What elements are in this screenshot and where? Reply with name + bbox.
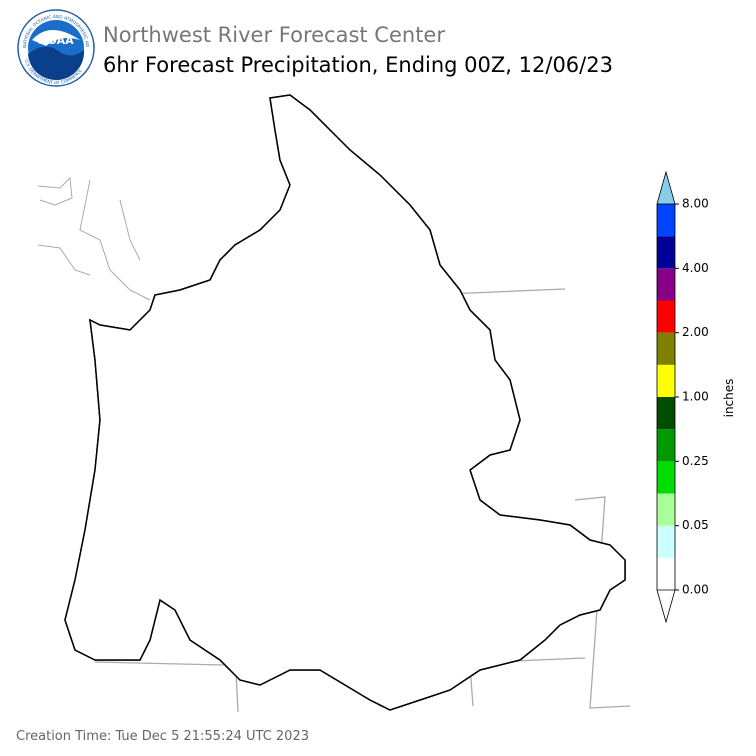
colorbar-tick-label: 0.05: [682, 518, 709, 532]
colorbar-segment: [657, 300, 675, 333]
colorbar-label: inches: [722, 379, 736, 418]
colorbar-over: [656, 170, 676, 205]
org-name: Northwest River Forecast Center: [103, 23, 445, 47]
colorbar-segment: [657, 493, 675, 526]
colorbar-segment: [657, 364, 675, 397]
colorbar-tick-label: 8.00: [682, 197, 709, 211]
colorbar-segment: [657, 204, 675, 237]
colorbar-tick-label: 0.00: [682, 583, 709, 597]
noaa-logo: NATIONAL OCEANIC AND ATMOSPHERIC ADMINIS…: [0, 0, 95, 87]
colorbar-segment: [657, 461, 675, 494]
colorbar-tick-label: 1.00: [682, 390, 709, 404]
creation-time: Creation Time: Tue Dec 5 21:55:24 UTC 20…: [16, 729, 309, 744]
colorbar-tick-label: 4.00: [682, 261, 709, 275]
colorbar-segment: [657, 525, 675, 558]
logo-text: NOAA: [38, 34, 74, 47]
colorbar-tick-label: 2.00: [682, 325, 709, 339]
colorbar-segment: [657, 268, 675, 301]
map-title: 6hr Forecast Precipitation, Ending 00Z, …: [103, 53, 613, 77]
map: [37, 94, 631, 713]
colorbar-segment: [657, 557, 675, 590]
colorbar-segment: [657, 236, 675, 269]
colorbar-tick-label: 0.25: [682, 454, 709, 468]
colorbar-under: [656, 589, 676, 624]
colorbar-segment: [657, 429, 675, 462]
colorbar-segment: [657, 397, 675, 430]
colorbar: inches 0.00 0.05 0.25 1.00 2.00 4.00 8.00: [656, 170, 736, 624]
colorbar-segment: [657, 332, 675, 365]
